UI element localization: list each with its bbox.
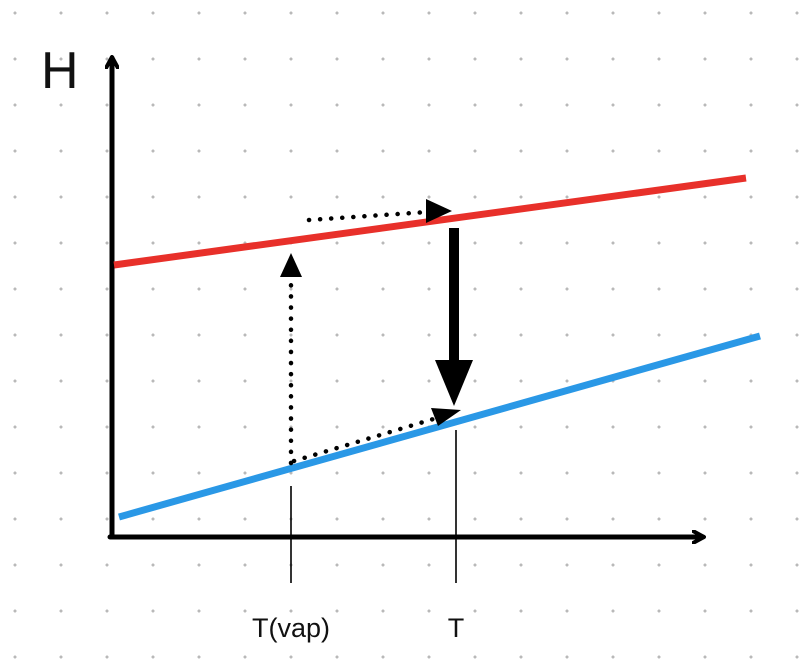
vaporization-arrowhead [280, 253, 302, 277]
upper-heating-arrow [306, 209, 431, 223]
condensation-arrowhead [435, 360, 473, 406]
upper-heating-arrowhead [426, 199, 452, 223]
lower-heating-arrowhead [431, 408, 461, 426]
lower-line [118, 332, 761, 521]
t-label: T [448, 613, 465, 643]
y-axis-label: H [41, 42, 79, 100]
upper-line [113, 174, 747, 269]
lower-heating-arrow [291, 414, 443, 464]
t-vap-label: T(vap) [252, 613, 330, 643]
